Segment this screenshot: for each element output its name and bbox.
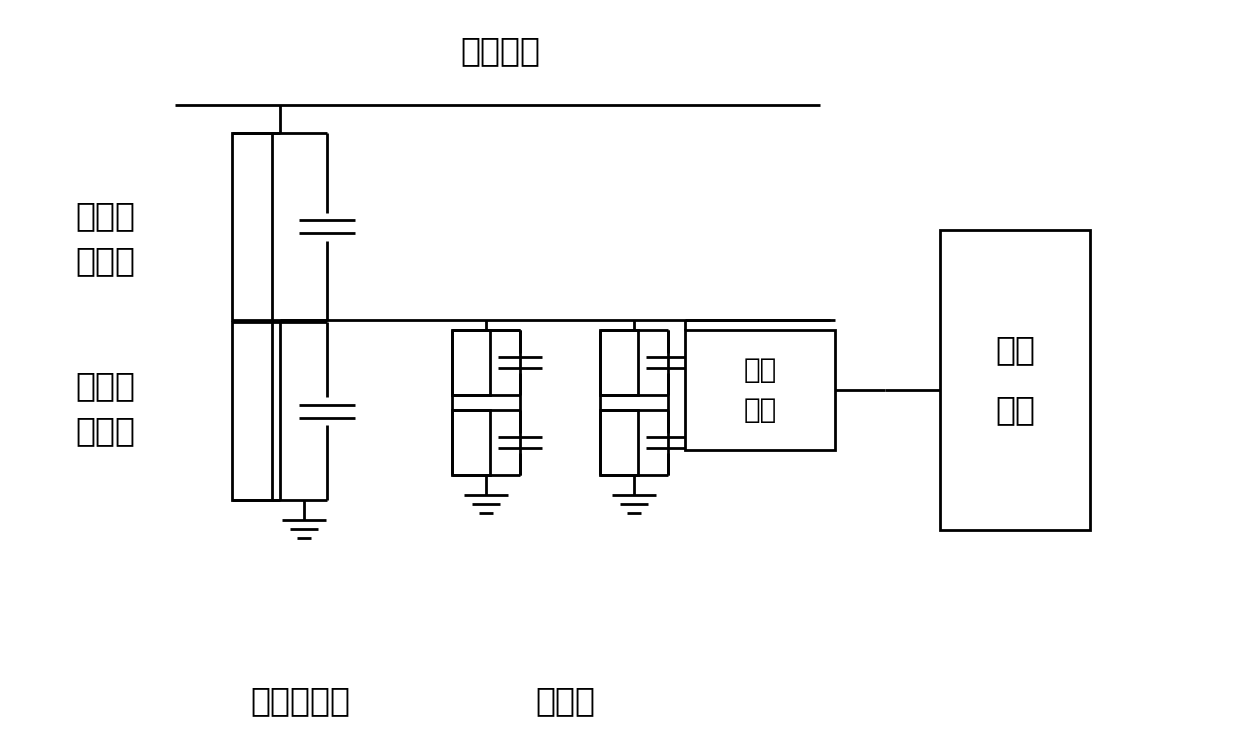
Bar	[453, 330, 490, 395]
Bar	[600, 410, 639, 475]
Text: 低压臂: 低压臂	[74, 414, 135, 448]
Bar	[684, 330, 835, 450]
Text: 分压器: 分压器	[74, 200, 135, 233]
Bar	[232, 133, 272, 320]
Text: 一次电压: 一次电压	[460, 35, 539, 67]
Text: 单元: 单元	[994, 394, 1035, 426]
Text: 分压器: 分压器	[74, 370, 135, 402]
Text: 高压臂: 高压臂	[74, 244, 135, 277]
Text: 远端: 远端	[743, 356, 776, 384]
Bar	[232, 322, 272, 500]
Bar	[453, 410, 490, 475]
Bar	[600, 330, 639, 395]
Text: 合并: 合并	[994, 333, 1035, 367]
Text: 直流分压器: 直流分压器	[250, 684, 350, 717]
Text: 模块: 模块	[743, 396, 776, 424]
Bar	[940, 230, 1090, 530]
Text: 电阵盒: 电阵盒	[534, 684, 595, 717]
